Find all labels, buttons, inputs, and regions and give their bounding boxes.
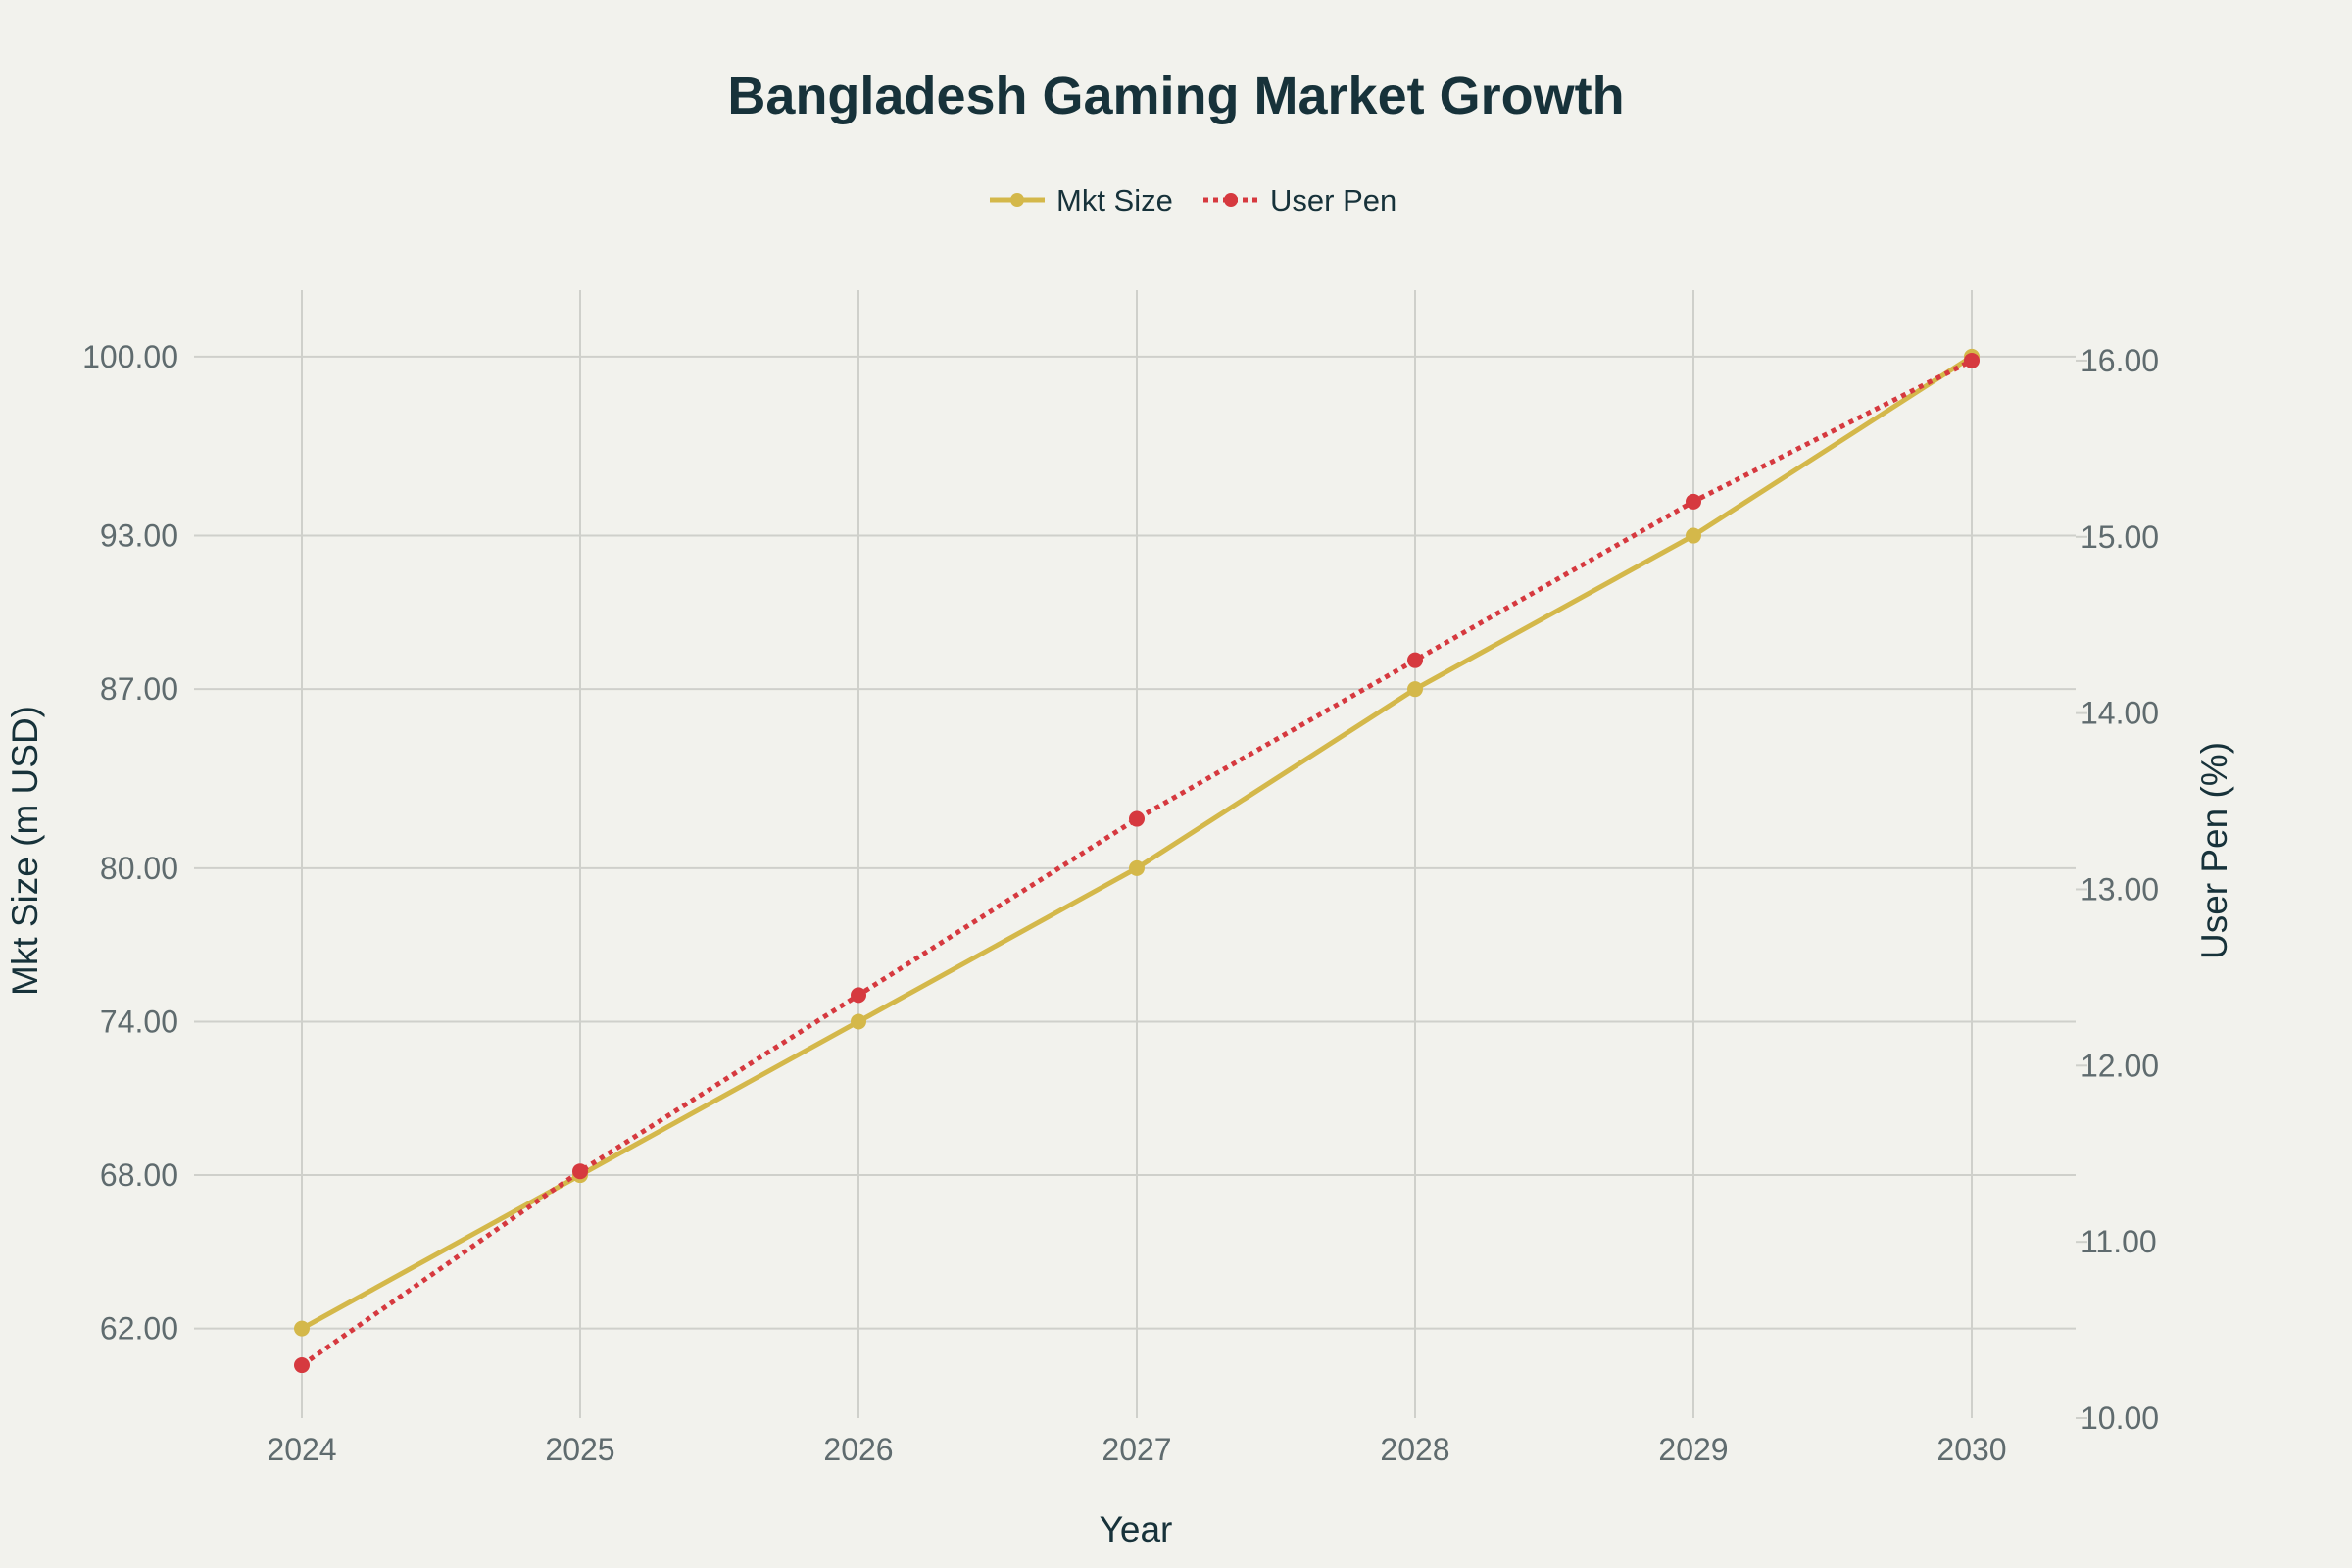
data-point-mkt-size bbox=[1129, 859, 1145, 876]
y-left-tick-label: 100.00 bbox=[82, 339, 178, 374]
y-right-tick-label: 16.00 bbox=[2081, 343, 2159, 378]
x-tick-label: 2029 bbox=[1658, 1432, 1728, 1467]
y-right-tick-label: 15.00 bbox=[2081, 519, 2159, 555]
data-point-mkt-size bbox=[851, 1013, 866, 1030]
y-right-tick-label: 10.00 bbox=[2081, 1400, 2159, 1436]
legend-label-user-pen: User Pen bbox=[1270, 183, 1396, 218]
y-right-tick-label: 11.00 bbox=[2081, 1224, 2157, 1259]
y-left-tick-label: 74.00 bbox=[100, 1004, 178, 1039]
legend-item-user-pen[interactable]: User Pen bbox=[1203, 183, 1396, 218]
y-left-tick-label: 68.00 bbox=[100, 1157, 178, 1193]
y-right-tick-label: 14.00 bbox=[2081, 696, 2159, 731]
y-right-tick-label: 13.00 bbox=[2081, 871, 2159, 906]
data-point-user-pen bbox=[294, 1357, 310, 1374]
tick-layer: 2024 2025 2026 2027 2028 2029 2030 62.00 68.00 74… bbox=[82, 339, 2159, 1467]
legend-item-mkt-size[interactable]: Mkt Size bbox=[990, 183, 1173, 218]
y-axis-left-title: Mkt Size (m USD) bbox=[5, 706, 45, 996]
y-left-tick-label: 62.00 bbox=[100, 1311, 178, 1347]
data-point-mkt-size bbox=[1686, 527, 1701, 544]
x-tick-label: 2025 bbox=[545, 1432, 614, 1467]
data-point-mkt-size bbox=[294, 1320, 310, 1337]
data-point-user-pen bbox=[851, 987, 866, 1004]
grid-layer bbox=[194, 290, 2076, 1418]
legend-marker-mkt-size bbox=[1010, 193, 1024, 207]
y-left-tick-label: 93.00 bbox=[100, 518, 178, 554]
y-axis-right-title: User Pen (%) bbox=[2194, 742, 2234, 959]
data-point-user-pen bbox=[572, 1163, 588, 1180]
chart-title: Bangladesh Gaming Market Growth bbox=[727, 67, 1624, 125]
y-right-tick-label: 12.00 bbox=[2081, 1048, 2159, 1083]
data-point-user-pen bbox=[1686, 493, 1701, 510]
x-axis-title: Year bbox=[1100, 1509, 1173, 1549]
legend-label-mkt-size: Mkt Size bbox=[1056, 183, 1173, 218]
x-tick-label: 2027 bbox=[1102, 1432, 1171, 1467]
data-point-user-pen bbox=[1129, 810, 1145, 827]
legend[interactable]: Mkt Size User Pen bbox=[990, 183, 1396, 218]
x-tick-label: 2030 bbox=[1936, 1432, 2006, 1467]
y-left-tick-label: 87.00 bbox=[100, 671, 178, 707]
y-left-tick-label: 80.00 bbox=[100, 851, 178, 886]
x-tick-label: 2024 bbox=[267, 1432, 336, 1467]
data-point-user-pen bbox=[1407, 652, 1423, 668]
legend-marker-user-pen bbox=[1224, 193, 1238, 207]
data-point-mkt-size bbox=[1407, 681, 1423, 698]
x-tick-label: 2026 bbox=[823, 1432, 893, 1467]
data-point-user-pen bbox=[1964, 352, 1980, 368]
series-layer bbox=[294, 348, 1980, 1374]
x-tick-label: 2028 bbox=[1380, 1432, 1449, 1467]
